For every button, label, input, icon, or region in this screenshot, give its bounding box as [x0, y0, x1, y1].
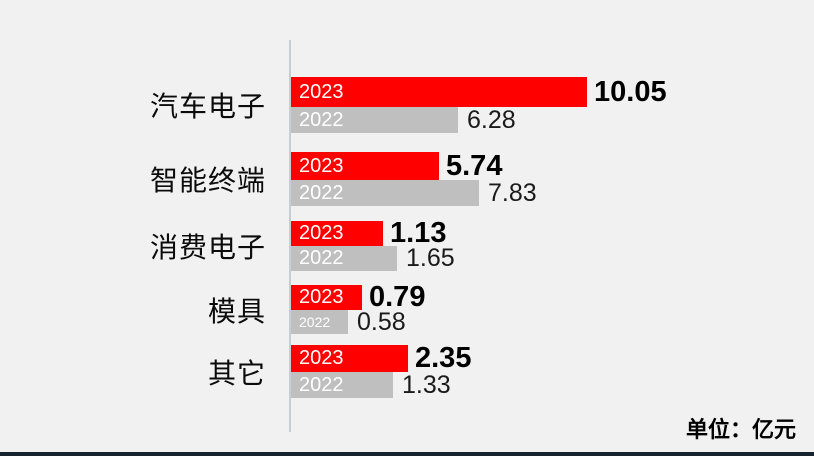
category-label: 智能终端 [149, 165, 266, 196]
bar-2022: 2022 [291, 246, 397, 271]
year-label-2022: 2022 [299, 374, 344, 396]
category-label: 其它 [207, 357, 266, 389]
year-label-2023: 2023 [299, 286, 344, 308]
value-label-2023: 2.35 [415, 342, 472, 374]
year-label-2023: 2023 [299, 81, 344, 103]
bar-2022: 2022 [291, 310, 348, 334]
year-label-2023: 2023 [299, 155, 344, 177]
unit-label: 单位：亿元 [685, 417, 796, 442]
value-label-2022: 7.83 [488, 178, 537, 207]
year-label-2022: 2022 [299, 247, 344, 269]
value-label-2023: 5.74 [446, 149, 503, 182]
year-label-2022: 2022 [299, 182, 344, 204]
bar-2022: 2022 [291, 372, 393, 398]
category-label: 汽车电子 [149, 91, 266, 122]
value-label-2023: 1.13 [390, 217, 447, 249]
bar-2023: 2023 [291, 221, 383, 246]
category-label: 模具 [207, 295, 266, 327]
bottom-border [0, 452, 814, 456]
bar-2022: 2022 [291, 107, 458, 133]
year-label-2022: 2022 [299, 314, 331, 330]
value-label-2022: 6.28 [467, 105, 516, 134]
bar-2022: 2022 [291, 180, 479, 206]
bar-2023: 2023 [291, 345, 408, 372]
year-label-2022: 2022 [299, 109, 344, 131]
bar-2023: 2023 [291, 152, 439, 180]
value-label-2022: 1.33 [402, 370, 451, 399]
axis-line [289, 40, 291, 432]
year-label-2023: 2023 [299, 222, 344, 244]
year-label-2023: 2023 [299, 347, 344, 369]
bar-2023: 2023 [291, 77, 587, 107]
value-label-2022: 0.58 [357, 307, 406, 336]
category-label: 消费电子 [149, 232, 266, 263]
value-label-2023: 10.05 [594, 75, 667, 108]
value-label-2023: 0.79 [369, 281, 426, 313]
value-label-2022: 1.65 [406, 244, 455, 272]
bar-2023: 2023 [291, 285, 362, 310]
